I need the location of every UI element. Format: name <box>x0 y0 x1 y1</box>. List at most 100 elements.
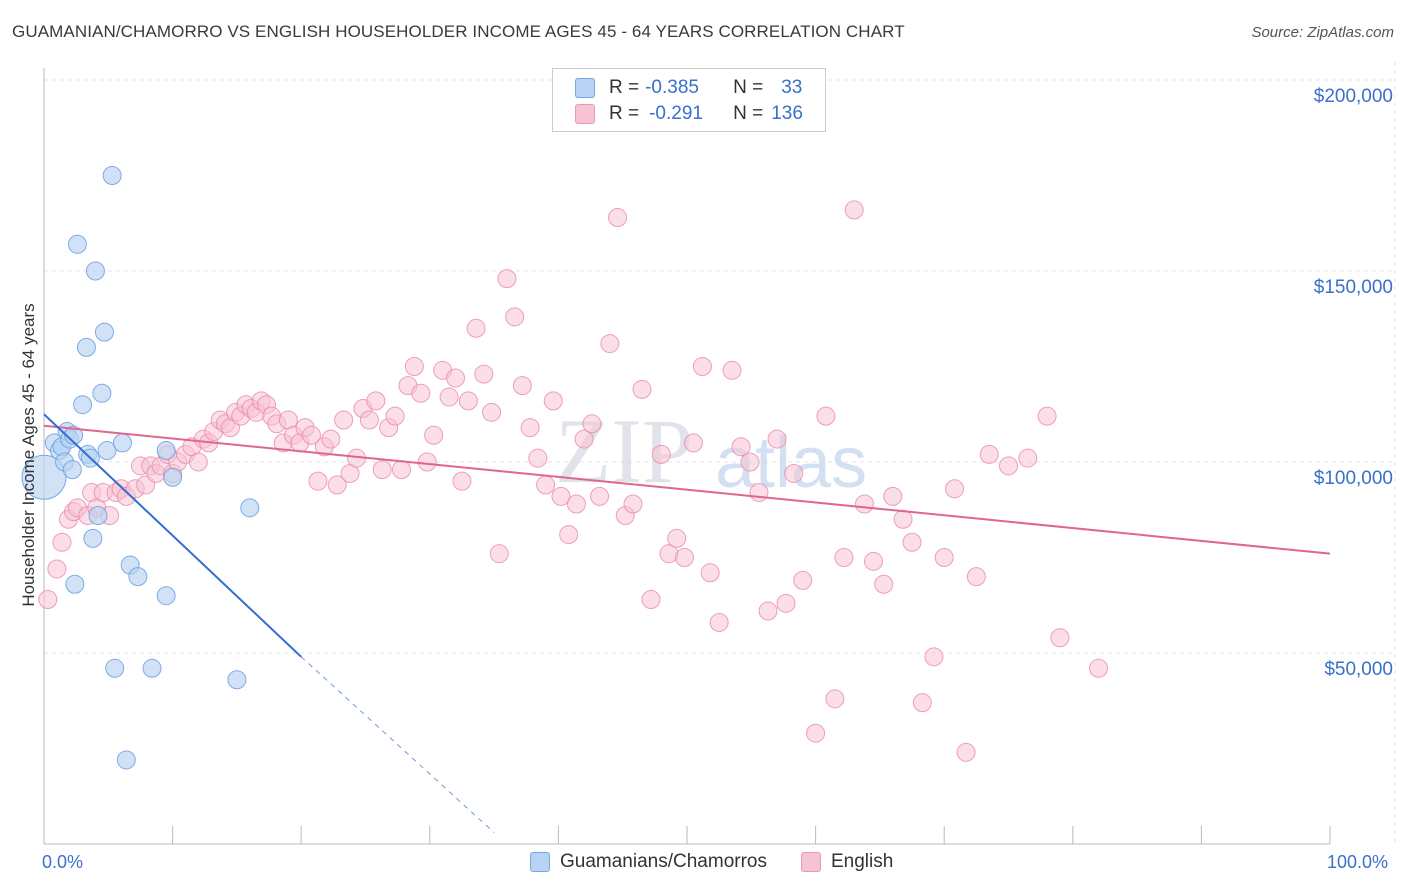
n-value: 136 <box>771 103 803 124</box>
correlation-legend: R = -0.385 N = 33 R = -0.291 N = 136 <box>552 68 826 132</box>
y-tick-label-150000: $150,000 <box>1313 277 1393 298</box>
legend-item-guamanian[interactable]: Guamanians/Chamorros <box>530 851 767 873</box>
english-point-123 <box>924 647 944 667</box>
guamanian-point-17 <box>92 383 112 403</box>
english-point-75 <box>497 269 517 289</box>
english-point-107 <box>767 429 787 449</box>
guamanian-point-20 <box>102 166 122 185</box>
english-point-2 <box>52 532 72 552</box>
guamanian-point-0 <box>21 454 67 500</box>
legend-swatch-pink <box>800 852 821 872</box>
english-point-25 <box>188 452 208 472</box>
legend-swatch-pink <box>575 104 595 124</box>
english-point-72 <box>474 364 494 384</box>
english-point-108 <box>776 593 796 613</box>
english-point-76 <box>505 307 525 327</box>
legend-item-english[interactable]: English <box>800 851 893 873</box>
english-point-129 <box>999 456 1018 476</box>
legend-label-guamanian: Guamanians/Chamorros <box>560 851 767 872</box>
english-point-1 <box>47 559 67 579</box>
series-legend: Guamanians/Chamorros English <box>530 851 927 873</box>
english-point-56 <box>366 391 386 411</box>
english-point-111 <box>806 723 826 743</box>
english-point-132 <box>1050 628 1070 648</box>
guamanian-point-28 <box>156 586 176 606</box>
axes <box>43 68 1331 845</box>
guamanian-point-11 <box>76 337 96 357</box>
n-label: N = <box>733 77 764 98</box>
english-point-91 <box>623 494 643 514</box>
english-point-102 <box>722 360 742 380</box>
english-point-59 <box>385 406 405 426</box>
english-point-119 <box>883 486 903 506</box>
english-point-92 <box>632 379 652 399</box>
english-point-113 <box>825 689 845 709</box>
english-point-121 <box>902 532 922 552</box>
english-point-51 <box>334 410 354 430</box>
guamanian-point-29 <box>163 467 183 487</box>
english-point-77 <box>512 376 532 396</box>
english-point-115 <box>844 200 864 220</box>
english-point-101 <box>709 612 729 632</box>
english-point-89 <box>608 208 628 228</box>
r-label: R = <box>609 103 640 124</box>
guamanian-point-32 <box>64 425 84 445</box>
x-tick-label-max: 100.0% <box>1327 852 1389 872</box>
english-point-118 <box>874 574 894 594</box>
english-point-60 <box>392 460 412 480</box>
english-point-82 <box>551 486 571 506</box>
english-point-69 <box>452 471 472 491</box>
english-point-65 <box>424 425 444 445</box>
legend-swatch-blue <box>575 78 595 98</box>
english-point-128 <box>979 444 999 464</box>
english-point-64 <box>417 452 437 472</box>
english-point-81 <box>543 391 563 411</box>
english-point-67 <box>439 387 459 407</box>
english-point-57 <box>372 460 392 480</box>
english-trend-line <box>43 424 1331 555</box>
english-point-85 <box>574 429 594 449</box>
y-tick-label-100000: $100,000 <box>1313 468 1393 489</box>
r-value: -0.385 <box>645 77 699 98</box>
english-point-125 <box>944 479 964 499</box>
english-point-103 <box>731 437 751 457</box>
guamanian-point-22 <box>112 433 132 453</box>
english-point-0 <box>38 590 58 610</box>
guamanian-point-26 <box>142 658 162 678</box>
english-point-47 <box>308 471 328 491</box>
english-point-126 <box>956 742 976 762</box>
english-point-105 <box>749 483 769 503</box>
guamanian-point-8 <box>65 574 85 594</box>
english-points <box>38 200 1109 762</box>
english-point-93 <box>641 590 661 610</box>
english-point-79 <box>528 448 548 468</box>
n-value: 33 <box>781 77 803 98</box>
english-point-104 <box>740 452 760 472</box>
english-point-50 <box>327 475 347 495</box>
english-point-55 <box>359 410 379 430</box>
english-point-124 <box>934 548 954 567</box>
english-point-80 <box>536 475 556 495</box>
english-point-116 <box>854 494 874 514</box>
english-point-109 <box>784 463 804 483</box>
guamanian-point-21 <box>105 658 125 678</box>
english-point-120 <box>893 509 913 529</box>
english-point-96 <box>667 528 687 548</box>
y-tick-label-200000: $200,000 <box>1313 86 1393 107</box>
guamanian-point-15 <box>85 261 105 281</box>
english-point-98 <box>683 433 703 453</box>
english-point-83 <box>559 525 579 545</box>
english-point-130 <box>1018 448 1038 468</box>
guamanian-point-31 <box>240 498 260 518</box>
english-point-112 <box>816 406 836 426</box>
watermark-atlas: atlas <box>715 423 867 503</box>
english-point-100 <box>700 563 720 583</box>
guamanian-point-23 <box>116 750 136 770</box>
english-point-71 <box>466 318 486 338</box>
guamanian-point-14 <box>83 528 103 548</box>
english-point-73 <box>482 402 502 422</box>
english-point-68 <box>446 368 466 388</box>
guamanian-point-7 <box>62 460 82 480</box>
english-point-78 <box>520 418 540 438</box>
